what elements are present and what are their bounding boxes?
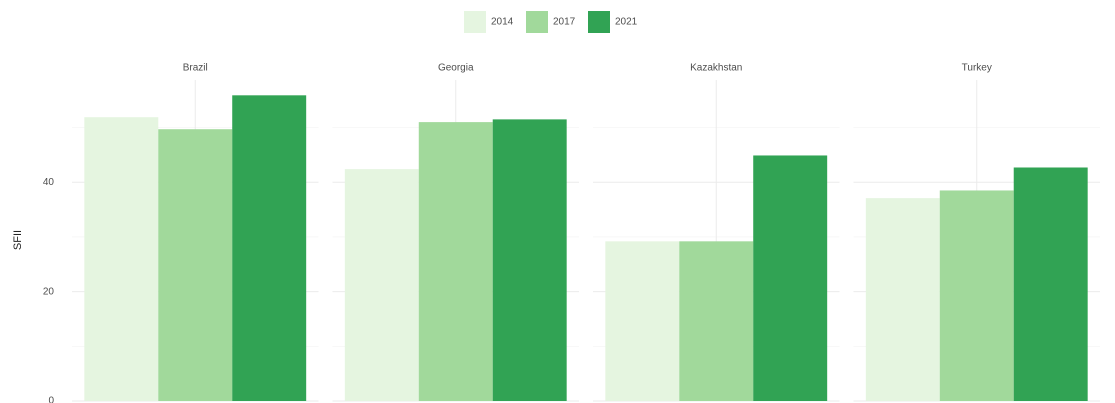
- bar: [232, 95, 307, 401]
- facet-label: Kazakhstan: [690, 63, 742, 74]
- legend-swatch: [526, 11, 548, 33]
- legend-swatch: [588, 11, 610, 33]
- bar: [492, 119, 567, 402]
- bar: [1013, 167, 1088, 401]
- bar: [679, 241, 754, 401]
- facet-label: Turkey: [962, 63, 992, 74]
- bar: [158, 129, 233, 401]
- legend-label: 2017: [553, 17, 576, 28]
- bar: [865, 198, 940, 401]
- legend-label: 2014: [491, 17, 514, 28]
- legend-label: 2021: [615, 17, 638, 28]
- bar: [753, 155, 828, 401]
- bar: [939, 190, 1014, 401]
- y-axis-label: SFII: [12, 230, 24, 250]
- facet-label: Brazil: [183, 63, 208, 74]
- facet-label: Georgia: [438, 63, 474, 74]
- y-tick-label: 20: [43, 286, 55, 297]
- bar: [344, 169, 419, 401]
- bar: [84, 117, 159, 401]
- bar: [605, 241, 680, 401]
- legend-swatch: [464, 11, 486, 33]
- y-tick-label: 40: [43, 177, 55, 188]
- bar: [418, 122, 493, 401]
- y-tick-label: 0: [48, 396, 54, 403]
